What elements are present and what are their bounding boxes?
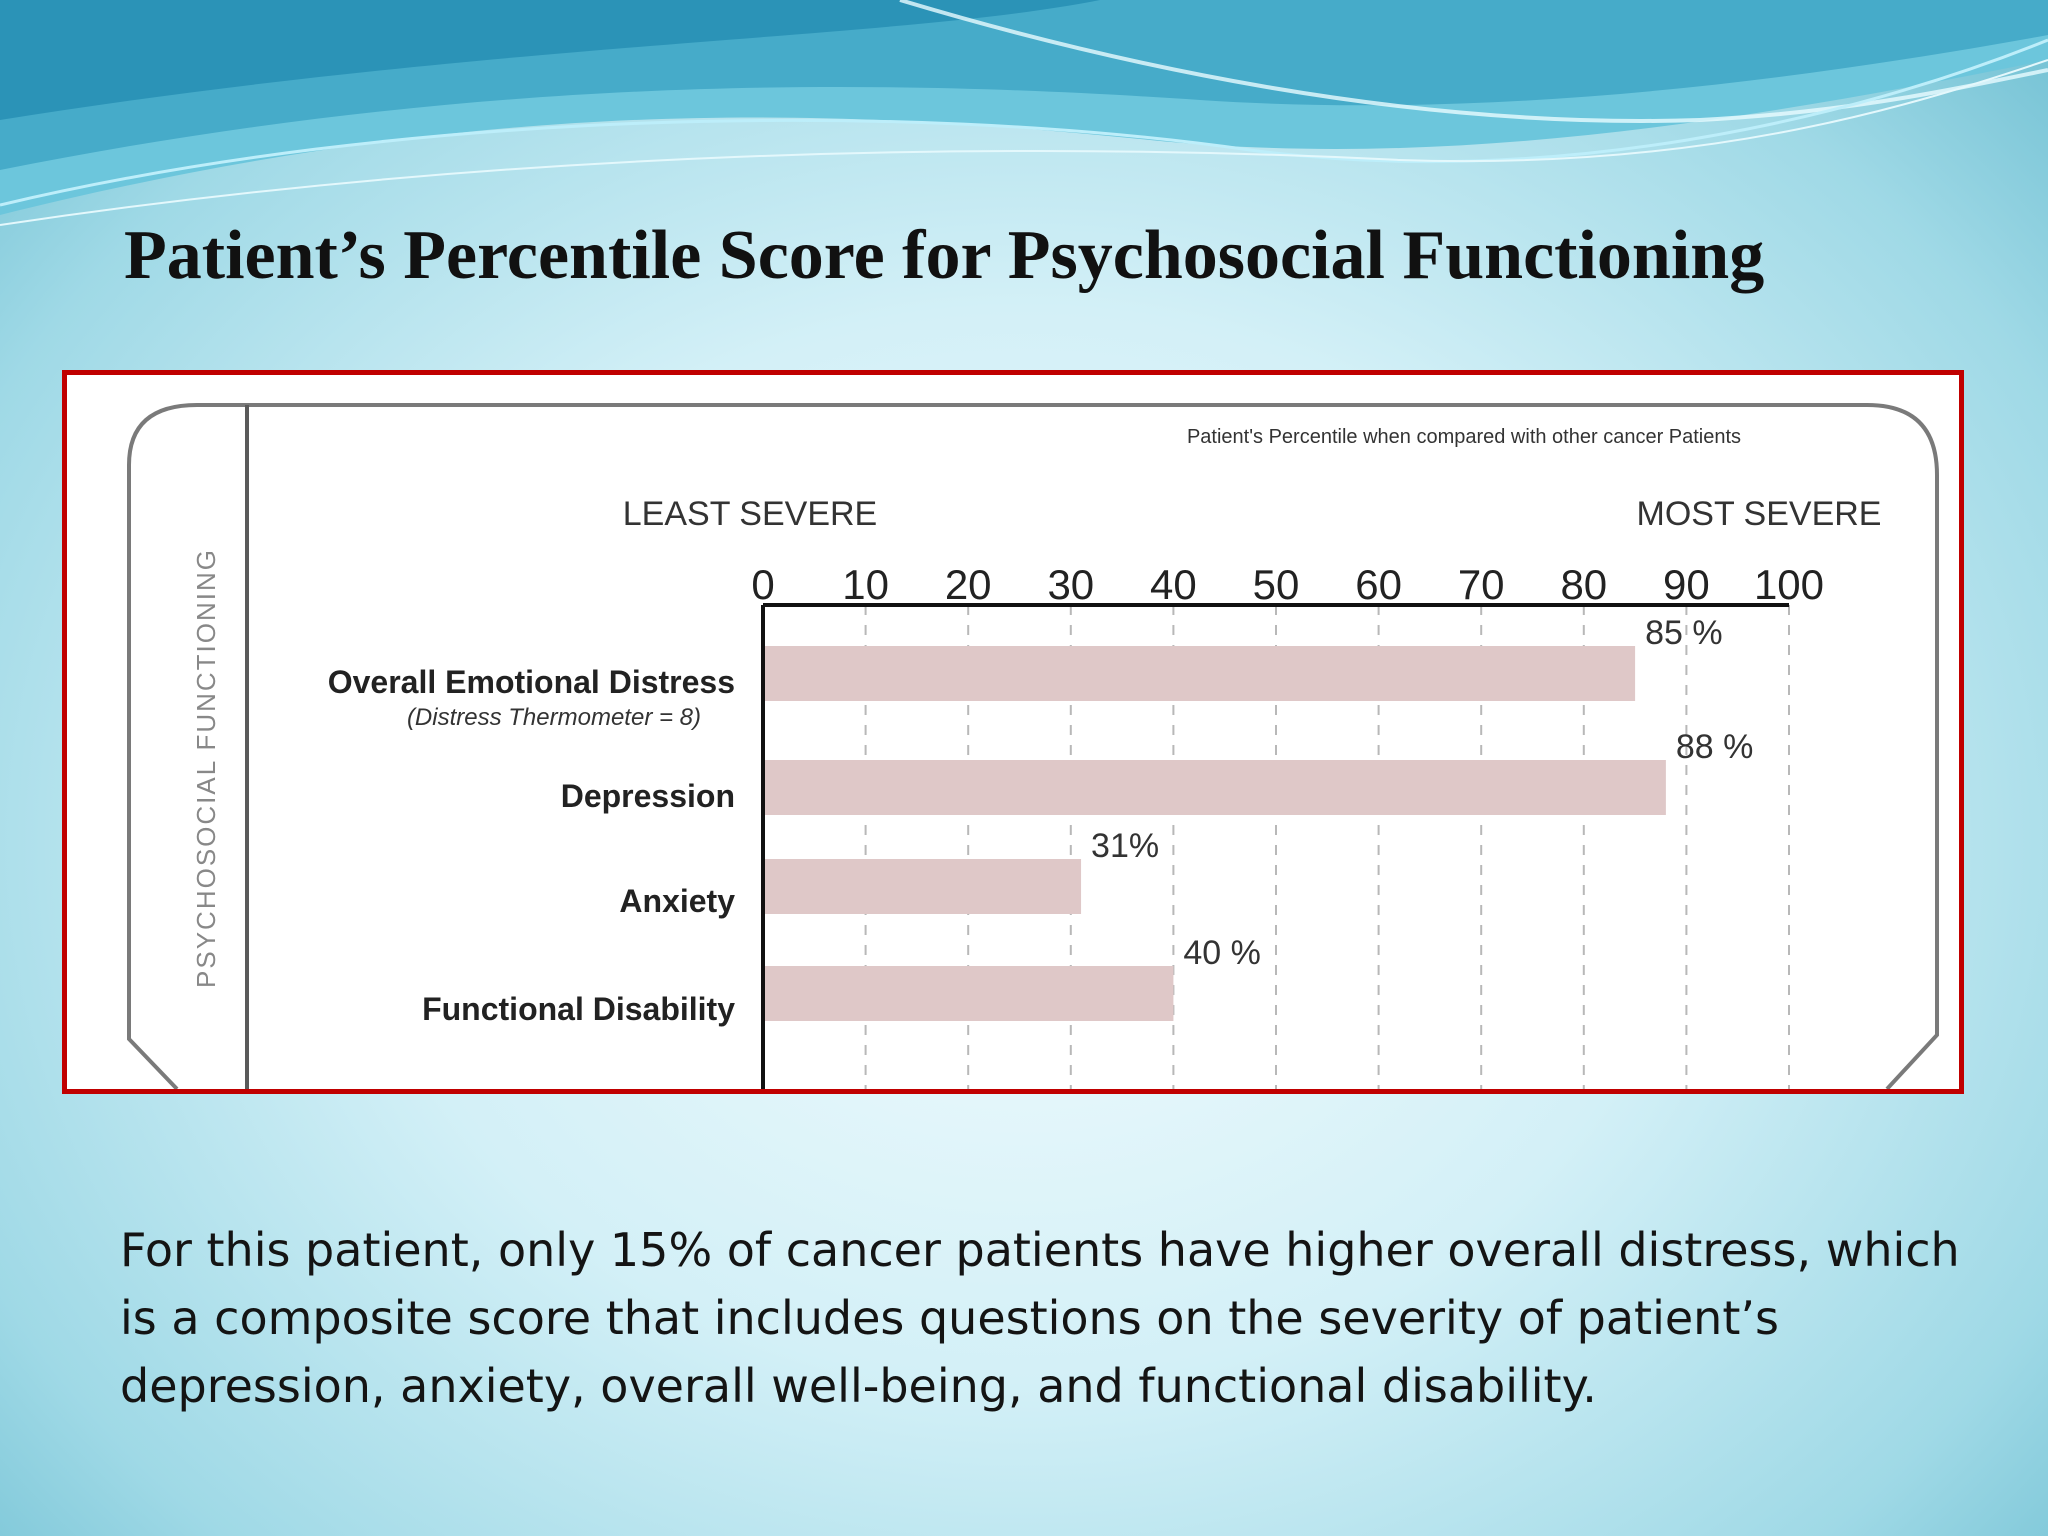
- side-label: PSYCHOSOCIAL FUNCTIONING: [191, 548, 221, 988]
- x-tick-label: 70: [1458, 561, 1505, 608]
- chart-panel-outline: [127, 403, 1939, 1089]
- x-tick-label: 30: [1047, 561, 1094, 608]
- x-tick-label: 40: [1150, 561, 1197, 608]
- slide-title: Patient’s Percentile Score for Psychosoc…: [124, 217, 1765, 294]
- x-tick-label: 100: [1754, 561, 1824, 608]
- category-label: Depression: [561, 778, 735, 814]
- x-tick-label: 60: [1355, 561, 1402, 608]
- data-label: 31%: [1091, 827, 1159, 865]
- data-label: 40 %: [1183, 934, 1261, 972]
- data-label: 88 %: [1676, 728, 1754, 766]
- chart-title: Patient's Percentile when compared with …: [1187, 426, 1741, 448]
- bar: [763, 760, 1666, 815]
- data-label: 85 %: [1645, 614, 1723, 652]
- category-sublabel: (Distress Thermometer = 8): [407, 704, 701, 731]
- x-tick-label: 50: [1253, 561, 1300, 608]
- least-severe-label: LEAST SEVERE: [623, 495, 878, 533]
- x-tick-label: 90: [1663, 561, 1710, 608]
- bar: [763, 966, 1174, 1021]
- bars: 85 % 88 % 31% 40 %: [763, 614, 1753, 1021]
- bar: [763, 859, 1082, 914]
- slide-caption: For this patient, only 15% of cancer pat…: [120, 1223, 1960, 1413]
- x-tick-label: 20: [945, 561, 992, 608]
- x-axis: 0 10 20 30 40 50 60 70 80 90 100: [751, 561, 1824, 1089]
- x-tick-label: 10: [842, 561, 889, 608]
- percentile-bar-chart: PSYCHOSOCIAL FUNCTIONING Patient's Perce…: [127, 403, 1939, 1089]
- chart-frame: PSYCHOSOCIAL FUNCTIONING Patient's Perce…: [62, 370, 1964, 1094]
- x-tick-label: 80: [1560, 561, 1607, 608]
- decorative-wave-header: [0, 0, 2048, 226]
- category-labels: Overall Emotional Distress (Distress Ther…: [328, 664, 735, 1027]
- x-tick-label: 0: [751, 561, 774, 608]
- category-label: Overall Emotional Distress: [328, 664, 735, 700]
- most-severe-label: MOST SEVERE: [1637, 495, 1882, 533]
- bar: [763, 646, 1636, 701]
- category-label: Functional Disability: [422, 991, 735, 1027]
- category-label: Anxiety: [619, 883, 735, 919]
